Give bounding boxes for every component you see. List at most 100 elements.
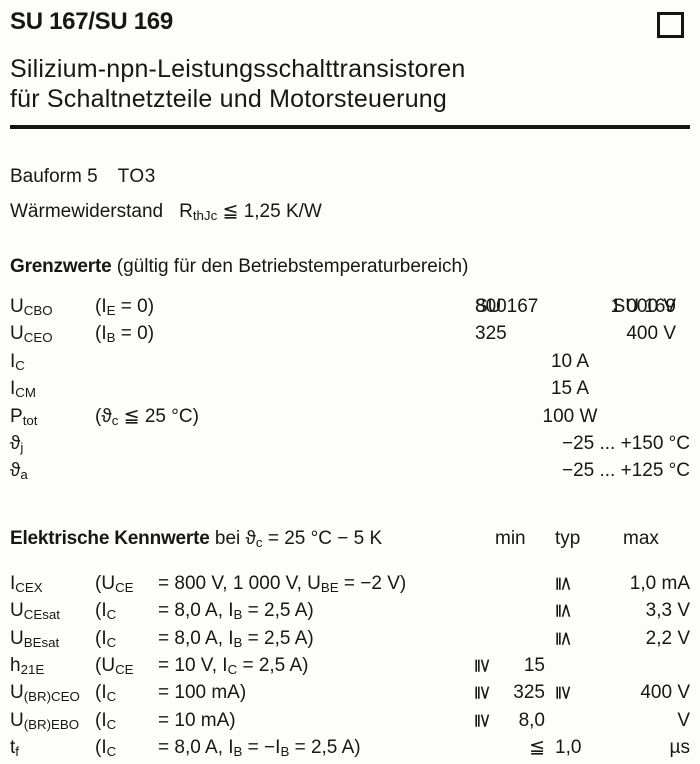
value-su169: 1 000 V xyxy=(610,295,677,317)
table-row: tf (IC = 8,0 A, IB = −IB = 2,5 A) ≦ 1,0 … xyxy=(10,736,690,763)
value-cells: −25 ... +125 °C xyxy=(450,459,690,486)
grenzwerte-table: SU 167 SU 169 UCBO (IE = 0) 800 1 000 V … xyxy=(10,295,690,487)
condition-rest: = 10 mA) xyxy=(158,709,236,731)
table-row: IC 10 A xyxy=(10,350,690,377)
info-block: Bauform 5 TO3 Wärmewiderstand RthJc ≦ 1,25… xyxy=(10,165,690,229)
table-row: ICM 15 A xyxy=(10,377,690,404)
typ-value: ≦ xyxy=(552,575,575,592)
value-shared: 10 A xyxy=(550,350,590,372)
symbol-cell: ICEX xyxy=(10,572,43,595)
symbol-cell: UCEO xyxy=(10,323,53,346)
typ-value: ≧ xyxy=(552,685,575,702)
symbol-cell: UBEsat xyxy=(10,627,60,650)
min-value: 15 xyxy=(523,655,545,677)
min-value xyxy=(500,627,545,654)
condition-cell xyxy=(95,432,450,459)
table-row: ϑj −25 ... +150 °C xyxy=(10,432,690,459)
kennwerte-heading-rest: bei ϑc = 25 °C − 5 K xyxy=(214,527,383,550)
bauform-value: TO3 xyxy=(117,166,156,187)
symbol-cell: IC xyxy=(10,350,25,373)
thermal-label: Wärmewiderstand xyxy=(10,201,164,222)
condition-var: (IC xyxy=(95,600,117,623)
table-row: ϑa −25 ... +125 °C xyxy=(10,459,690,486)
header-divider xyxy=(10,125,690,129)
min-relation: ≧ xyxy=(471,712,494,729)
thermal-value: RthJc ≦ 1,25 K/W xyxy=(179,201,322,223)
kennwerte-table: ICEX (UCE = 800 V, 1 000 V, UBE = −2 V) … xyxy=(10,572,690,764)
condition-cell: (ϑc ≦ 25 °C) xyxy=(95,405,199,428)
condition-var: (IC xyxy=(95,709,117,732)
condition-cell: (IE = 0) xyxy=(95,295,155,318)
typ-value: ≦ xyxy=(552,630,575,647)
condition-cell xyxy=(95,350,450,377)
max-value: 3,3 V xyxy=(645,600,690,622)
value-shared: 15 A xyxy=(550,378,590,400)
symbol-cell: ICM xyxy=(10,378,36,401)
condition-rest: = 8,0 A, IB = −IB = 2,5 A) xyxy=(158,737,361,760)
symbol-cell: U(BR)EBO xyxy=(10,709,80,732)
table-row: ICEX (UCE = 800 V, 1 000 V, UBE = −2 V) … xyxy=(10,572,690,599)
condition-rest: = 8,0 A, IB = 2,5 A) xyxy=(158,627,314,650)
min-relation xyxy=(460,736,500,763)
table-row: h21E (UCE = 10 V, IC = 2,5 A) ≧ 15 xyxy=(10,654,690,681)
symbol-cell: ϑj xyxy=(10,433,24,455)
min-value xyxy=(500,599,545,626)
table-row: UBEsat (IC = 8,0 A, IB = 2,5 A) ≦ 2,2 V xyxy=(10,627,690,654)
symbol-cell: Ptot xyxy=(10,405,38,428)
subtitle-line-2: für Schaltnetzteile und Motorsteuerung xyxy=(10,85,448,113)
bauform-line: Bauform 5 TO3 xyxy=(10,165,690,189)
value-cells: −25 ... +150 °C xyxy=(450,432,690,459)
typ-value: ≦ xyxy=(552,602,575,620)
value-cells: 800 1 000 V xyxy=(450,295,690,322)
table-row: Ptot (ϑc ≦ 25 °C) 100 W xyxy=(10,405,690,432)
min-relation: ≧ xyxy=(471,685,494,702)
max-value xyxy=(603,654,690,681)
min-value xyxy=(500,572,545,599)
table-row: U(BR)EBO (IC = 10 mA) ≧ 8,0 V xyxy=(10,709,690,736)
symbol-cell: tf xyxy=(10,737,19,760)
condition-var: (UCE xyxy=(95,655,134,677)
column-header-typ: typ xyxy=(555,527,581,549)
column-header-max: max xyxy=(623,527,659,549)
typ-value xyxy=(545,709,603,736)
value-su167: 325 xyxy=(475,323,507,345)
table-row: U(BR)CEO (IC = 100 mA) ≧ 325 ≧ 400 V xyxy=(10,681,690,708)
bauform-label: Bauform 5 xyxy=(10,166,98,187)
subtitle-line-1: Silizium-npn-Leistungsschalttransistoren xyxy=(10,55,466,83)
column-header-su167: SU 167 xyxy=(475,295,539,317)
max-value: 400 V xyxy=(640,682,690,704)
min-relation: ≧ xyxy=(471,657,494,674)
kennwerte-heading-bold: Elektrische Kennwerte xyxy=(10,527,210,549)
value-cells: 325 400 V xyxy=(450,322,690,349)
value-su167: 800 xyxy=(475,295,507,317)
symbol-cell: ϑa xyxy=(10,460,28,483)
value-cells: 15 A xyxy=(450,377,690,404)
condition-rest: = 10 V, IC = 2,5 A) xyxy=(158,655,309,677)
grenzwerte-heading: Grenzwerte (gültig für den Betriebstempe… xyxy=(10,255,690,279)
value-su169: 400 V xyxy=(626,323,676,345)
header: SU 167/SU 169 xyxy=(10,8,690,38)
page-title: SU 167/SU 169 xyxy=(10,8,173,35)
condition-cell: (IB = 0) xyxy=(95,323,155,346)
typ-value xyxy=(545,654,603,681)
min-relation xyxy=(460,627,500,654)
column-header-su169: SU 169 xyxy=(612,295,676,317)
table-row: UCEO (IB = 0) 325 400 V xyxy=(10,322,690,349)
symbol-cell: U(BR)CEO xyxy=(10,682,80,705)
min-value: 8,0 xyxy=(518,709,545,731)
kennwerte-heading: Elektrische Kennwerte bei ϑc = 25 °C − 5… xyxy=(10,527,690,555)
min-value: 325 xyxy=(513,682,545,704)
value-shared: 100 W xyxy=(542,405,598,427)
thermal-line: Wärmewiderstand RthJc ≦ 1,25 K/W xyxy=(10,199,690,229)
condition-var: (IC xyxy=(95,737,117,760)
symbol-cell: h21E xyxy=(10,655,45,677)
value-range: −25 ... +150 °C xyxy=(561,433,690,455)
grenzwerte-heading-bold: Grenzwerte xyxy=(10,255,112,277)
condition-cell xyxy=(95,459,450,486)
min-relation xyxy=(460,572,500,599)
value-range: −25 ... +125 °C xyxy=(561,460,690,482)
min-relation xyxy=(460,599,500,626)
typ-value: 1,0 xyxy=(555,737,582,759)
max-value: µs xyxy=(669,737,690,759)
condition-var: (IC xyxy=(95,682,117,705)
